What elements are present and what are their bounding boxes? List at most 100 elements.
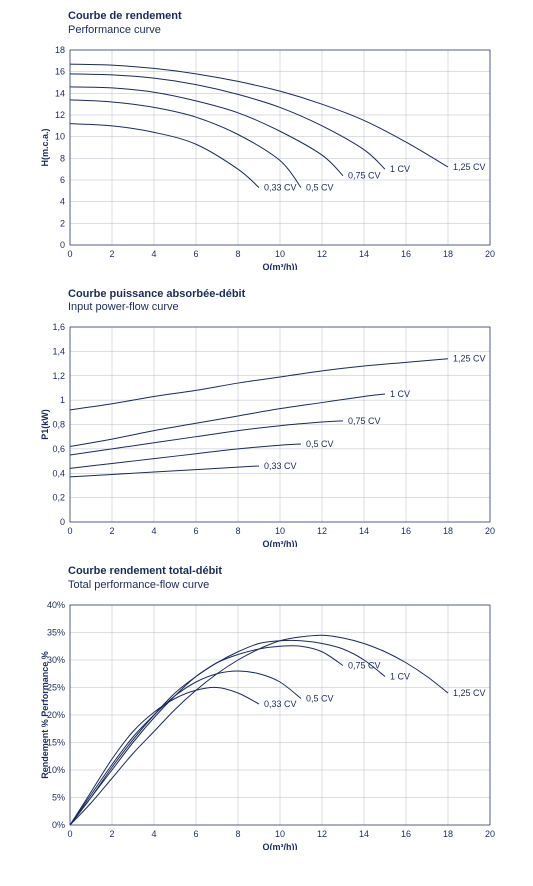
xlabel: Q(m³/h)) [263, 539, 298, 547]
xtick: 8 [235, 526, 240, 536]
series-label: 0,5 CV [306, 182, 334, 192]
xtick: 14 [359, 829, 369, 839]
ylabel: P1(kW) [40, 409, 50, 440]
ytick: 14 [55, 88, 65, 98]
xtick: 2 [109, 526, 114, 536]
xtick: 14 [359, 249, 369, 259]
curve [70, 86, 343, 175]
grid [70, 50, 490, 245]
chart-title-en: Total performance-flow curve [68, 579, 209, 591]
curve [70, 421, 343, 455]
xtick: 6 [193, 829, 198, 839]
ytick: 0,8 [52, 420, 65, 430]
grid [70, 327, 490, 522]
xtick: 12 [317, 829, 327, 839]
chart-svg: 02468101214161820024681012141618Q(m³/h))… [40, 40, 510, 270]
xtick: 10 [275, 249, 285, 259]
series-label: 0,75 CV [348, 170, 381, 180]
ytick: 0% [52, 820, 65, 830]
curve [70, 635, 448, 825]
ylabel: Rendement % Performance % [40, 651, 50, 779]
chart-title-en: Input power-flow curve [68, 301, 179, 313]
ytick: 4 [60, 196, 65, 206]
series-label: 0,33 CV [264, 461, 297, 471]
xtick: 18 [443, 829, 453, 839]
xtick: 16 [401, 829, 411, 839]
xtick: 20 [485, 249, 495, 259]
xtick: 6 [193, 249, 198, 259]
xtick: 14 [359, 526, 369, 536]
series-label: 0,33 CV [264, 699, 297, 709]
axis: 0246810121416182000,20,40,60,811,21,41,6 [52, 322, 495, 536]
series-label: 1 CV [390, 671, 410, 681]
xtick: 20 [485, 526, 495, 536]
ylabel: H(m.c.a.) [40, 128, 50, 166]
xtick: 18 [443, 526, 453, 536]
xtick: 10 [275, 829, 285, 839]
chart-title: Courbe rendement total-débit Total perfor… [68, 565, 523, 593]
ytick: 40% [47, 600, 65, 610]
xtick: 6 [193, 526, 198, 536]
xlabel: Q(m³/h)) [263, 262, 298, 270]
xtick: 2 [109, 249, 114, 259]
xtick: 18 [443, 249, 453, 259]
series-label: 0,5 CV [306, 439, 334, 449]
curve [70, 466, 259, 477]
xtick: 16 [401, 249, 411, 259]
series-label: 1,25 CV [453, 354, 486, 364]
ytick: 6 [60, 175, 65, 185]
xtick: 12 [317, 249, 327, 259]
curve [70, 64, 448, 167]
ytick: 16 [55, 66, 65, 76]
xtick: 12 [317, 526, 327, 536]
series-label: 1 CV [390, 164, 410, 174]
ytick: 8 [60, 153, 65, 163]
xlabel: Q(m³/h)) [263, 842, 298, 850]
ytick: 1,6 [52, 322, 65, 332]
xtick: 10 [275, 526, 285, 536]
xtick: 4 [151, 526, 156, 536]
ytick: 12 [55, 110, 65, 120]
ytick: 1,2 [52, 371, 65, 381]
chart-title-fr: Courbe rendement total-débit [68, 565, 222, 577]
ytick: 0 [60, 240, 65, 250]
series-label: 0,33 CV [264, 182, 297, 192]
xtick: 16 [401, 526, 411, 536]
ytick: 35% [47, 627, 65, 637]
axis: 024681012141618200%5%10%15%20%25%30%35%4… [47, 600, 495, 839]
chart-svg: 024681012141618200%5%10%15%20%25%30%35%4… [40, 595, 510, 850]
ytick: 0,4 [52, 468, 65, 478]
xtick: 20 [485, 829, 495, 839]
grid [70, 605, 490, 825]
chart-svg: 0246810121416182000,20,40,60,811,21,41,6… [40, 317, 510, 547]
xtick: 8 [235, 249, 240, 259]
xtick: 0 [67, 526, 72, 536]
ytick: 18 [55, 45, 65, 55]
xtick: 4 [151, 829, 156, 839]
curve [70, 687, 259, 825]
series-label: 1,25 CV [453, 688, 486, 698]
curve [70, 123, 259, 187]
series-label: 1 CV [390, 389, 410, 399]
ytick: 0,2 [52, 493, 65, 503]
xtick: 0 [67, 249, 72, 259]
curve [70, 645, 343, 824]
chart-title: Courbe puissance absorbée-débitInput pow… [68, 288, 523, 316]
axis: 02468101214161820024681012141618 [55, 45, 495, 259]
ytick: 5% [52, 792, 65, 802]
xtick: 8 [235, 829, 240, 839]
ytick: 10 [55, 131, 65, 141]
series-label: 0,75 CV [348, 416, 381, 426]
chart-eff: Courbe rendement total-débit Total perfor… [40, 565, 523, 850]
chart-perf: Courbe de rendementPerformance curve 0 2 4 6… [40, 10, 523, 270]
chart-title: Courbe de rendementPerformance curve [68, 10, 523, 38]
series-label: 0,5 CV [306, 693, 334, 703]
curve [70, 99, 301, 187]
xtick: 4 [151, 249, 156, 259]
ytick: 1 [60, 395, 65, 405]
ytick: 1,4 [52, 346, 65, 356]
xtick: 0 [67, 829, 72, 839]
curve [70, 394, 385, 446]
curve [70, 359, 448, 410]
ytick: 0,6 [52, 444, 65, 454]
